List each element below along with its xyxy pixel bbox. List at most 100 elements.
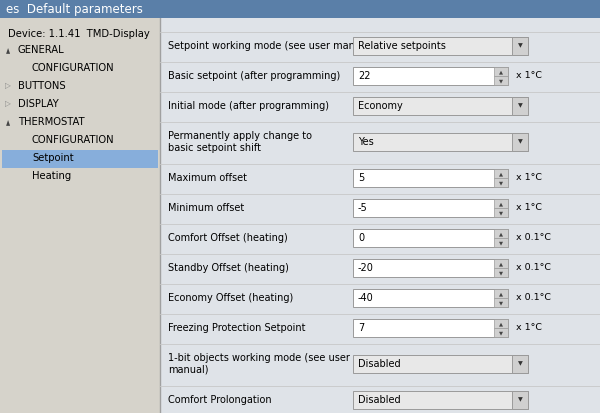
Text: ▼: ▼: [499, 270, 503, 275]
Bar: [512, 37, 528, 55]
Bar: [494, 67, 508, 76]
Text: x 1°C: x 1°C: [516, 204, 542, 213]
Bar: [512, 97, 528, 115]
Text: Economy Offset (heating): Economy Offset (heating): [168, 293, 293, 303]
Bar: [494, 169, 508, 178]
Bar: [494, 229, 508, 238]
Bar: [353, 199, 508, 217]
Text: CONFIGURATION: CONFIGURATION: [32, 135, 115, 145]
Text: x 0.1°C: x 0.1°C: [516, 263, 551, 273]
Bar: [353, 97, 528, 115]
Text: ▼: ▼: [518, 361, 523, 366]
Text: ▼: ▼: [518, 397, 523, 403]
Bar: [353, 259, 508, 277]
Bar: [494, 268, 508, 277]
Bar: [494, 178, 508, 187]
Text: x 1°C: x 1°C: [516, 323, 542, 332]
Text: ▲: ▲: [499, 291, 503, 296]
Text: Minimum offset: Minimum offset: [168, 203, 244, 213]
Text: -20: -20: [358, 263, 374, 273]
Bar: [494, 76, 508, 85]
Text: Maximum offset: Maximum offset: [168, 173, 247, 183]
Text: ▼: ▼: [499, 210, 503, 215]
Text: ▼: ▼: [499, 240, 503, 245]
Bar: [160, 18, 600, 413]
Bar: [0, 0, 600, 18]
Text: ▲: ▲: [499, 171, 503, 176]
Text: ▼: ▼: [499, 300, 503, 305]
Text: THERMOSTAT: THERMOSTAT: [18, 117, 85, 127]
Text: ▼: ▼: [499, 78, 503, 83]
Text: x 1°C: x 1°C: [516, 173, 542, 183]
Bar: [512, 355, 528, 373]
Text: Standby Offset (heating): Standby Offset (heating): [168, 263, 289, 273]
Bar: [353, 67, 508, 85]
Bar: [353, 37, 528, 55]
Text: es  Default parameters: es Default parameters: [6, 2, 143, 16]
Text: CONFIGURATION: CONFIGURATION: [32, 63, 115, 73]
Bar: [353, 133, 528, 151]
Text: -5: -5: [358, 203, 368, 213]
Bar: [494, 238, 508, 247]
Text: DISPLAY: DISPLAY: [18, 99, 59, 109]
Bar: [494, 328, 508, 337]
Text: 5: 5: [358, 173, 364, 183]
Text: ▷: ▷: [5, 81, 11, 90]
Bar: [353, 355, 528, 373]
Bar: [353, 289, 508, 307]
Text: Disabled: Disabled: [358, 359, 401, 369]
Bar: [0, 18, 160, 413]
Text: basic setpoint shift: basic setpoint shift: [168, 143, 261, 153]
Text: Comfort Prolongation: Comfort Prolongation: [168, 395, 272, 405]
Bar: [494, 289, 508, 298]
Text: ▲: ▲: [499, 261, 503, 266]
Text: BUTTONS: BUTTONS: [18, 81, 65, 91]
Bar: [494, 319, 508, 328]
Text: Setpoint working mode (see user manual): Setpoint working mode (see user manual): [168, 41, 374, 51]
Text: ▲: ▲: [499, 69, 503, 74]
Text: ▲: ▲: [499, 201, 503, 206]
Bar: [494, 199, 508, 208]
Text: ▼: ▼: [518, 104, 523, 109]
Bar: [494, 208, 508, 217]
Bar: [494, 259, 508, 268]
Text: 7: 7: [358, 323, 364, 333]
Text: -40: -40: [358, 293, 374, 303]
Bar: [2, 150, 158, 168]
Text: Comfort Offset (heating): Comfort Offset (heating): [168, 233, 288, 243]
Text: Economy: Economy: [358, 101, 403, 111]
Text: Disabled: Disabled: [358, 395, 401, 405]
Text: Freezing Protection Setpoint: Freezing Protection Setpoint: [168, 323, 305, 333]
Text: ▼: ▼: [518, 43, 523, 48]
Text: 22: 22: [358, 71, 371, 81]
Text: ◄: ◄: [4, 119, 13, 125]
Text: ▲: ▲: [499, 231, 503, 236]
Text: Setpoint: Setpoint: [32, 153, 74, 163]
Text: Heating: Heating: [32, 171, 71, 181]
Bar: [353, 319, 508, 337]
Text: Device: 1.1.41  TMD-Display: Device: 1.1.41 TMD-Display: [8, 29, 150, 39]
Bar: [353, 169, 508, 187]
Bar: [512, 391, 528, 409]
Bar: [494, 298, 508, 307]
Text: ▼: ▼: [499, 330, 503, 335]
Text: Initial mode (after programming): Initial mode (after programming): [168, 101, 329, 111]
Text: manual): manual): [168, 365, 209, 375]
Text: x 1°C: x 1°C: [516, 71, 542, 81]
Text: Permanently apply change to: Permanently apply change to: [168, 131, 312, 141]
Text: x 0.1°C: x 0.1°C: [516, 294, 551, 302]
Text: GENERAL: GENERAL: [18, 45, 65, 55]
Text: ▷: ▷: [5, 100, 11, 109]
Text: Yes: Yes: [358, 137, 374, 147]
Text: x 0.1°C: x 0.1°C: [516, 233, 551, 242]
Text: ◄: ◄: [4, 47, 13, 53]
Bar: [353, 229, 508, 247]
Text: ▼: ▼: [499, 180, 503, 185]
Text: Basic setpoint (after programming): Basic setpoint (after programming): [168, 71, 340, 81]
Text: Relative setpoints: Relative setpoints: [358, 41, 446, 51]
Text: 1-bit objects working mode (see user: 1-bit objects working mode (see user: [168, 353, 350, 363]
Text: 0: 0: [358, 233, 364, 243]
Text: ▲: ▲: [499, 321, 503, 326]
Text: ▼: ▼: [518, 140, 523, 145]
Bar: [353, 391, 528, 409]
